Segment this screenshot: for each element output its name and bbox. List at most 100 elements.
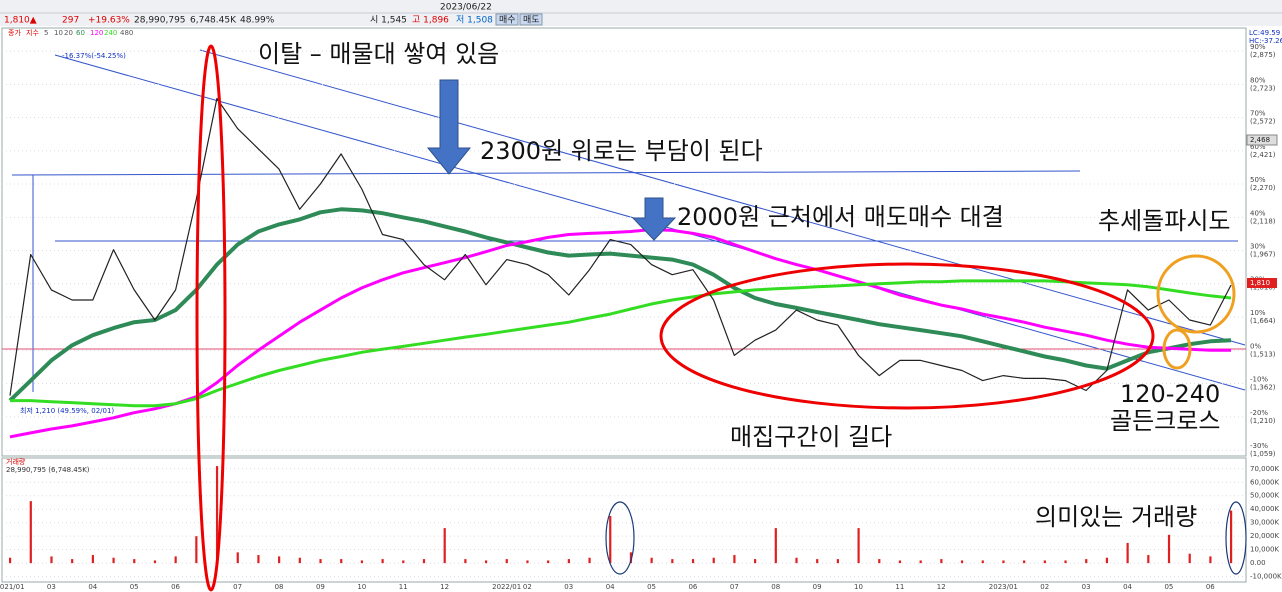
trend-note: -16.37%(-54.25%) — [62, 52, 126, 60]
volume-bar — [29, 501, 32, 564]
legend-entry: 120 — [90, 29, 103, 37]
annotation: 매집구간이 길다 — [730, 423, 892, 451]
buy-button[interactable] — [495, 13, 519, 26]
toolbar-price: 1,810▲ — [4, 16, 37, 26]
x-tick-label: 10 — [357, 583, 366, 591]
volume-bar — [816, 559, 819, 564]
volume-bar — [50, 556, 53, 564]
volume-bar — [650, 557, 653, 564]
y-tick-label: (1,210) — [1250, 417, 1276, 425]
x-tick-label: 04 — [606, 583, 615, 591]
highlight-ellipse — [659, 262, 1155, 410]
x-tick-label: 06 — [171, 583, 180, 591]
volume-bar — [236, 552, 239, 564]
x-tick-label: 10 — [854, 583, 863, 591]
legend-extra: 10 — [54, 29, 63, 37]
price-tag-label: 2,468 — [1250, 136, 1270, 144]
price-tag-label: 1,810 — [1250, 279, 1270, 287]
y2-tick-label: 70,000K — [1250, 465, 1279, 473]
x-tick-label: 09 — [813, 583, 822, 591]
down-arrow — [631, 197, 677, 241]
low-note: 최저 1,210 (49.59%, 02/01) — [20, 406, 114, 415]
highlight-ellipse — [195, 44, 227, 592]
down-arrow — [426, 79, 472, 175]
y-tick-percent: -10% — [1250, 375, 1268, 383]
volume-bar — [340, 559, 343, 564]
sell-label[interactable]: 매도 — [523, 15, 540, 26]
y2-tick-label: 40,000K — [1250, 505, 1279, 513]
highlight-circle — [605, 501, 635, 575]
volume-bar — [195, 536, 198, 564]
y-tick-percent: 70% — [1250, 110, 1266, 118]
sell-button[interactable] — [519, 13, 543, 26]
volume-bar — [754, 559, 757, 564]
x-tick-label: 02 — [523, 583, 532, 591]
volume-bar — [174, 556, 177, 564]
x-tick-label: 06 — [1206, 583, 1215, 591]
x-tick-label: 05 — [130, 583, 139, 591]
volume-bar — [940, 559, 943, 564]
volume-bar — [91, 555, 94, 564]
volume-bar — [319, 559, 322, 564]
volume-bar — [712, 557, 715, 564]
volume-bar — [133, 559, 136, 564]
volume-bar — [878, 559, 881, 564]
toolbar-low: 저 1,508 — [456, 15, 493, 26]
volume-bar — [795, 557, 798, 564]
volume-bar — [629, 552, 633, 564]
y2-tick-label: -10,000K — [1250, 573, 1282, 581]
buy-label[interactable]: 매수 — [499, 15, 516, 26]
toolbar-volume: 28,990,795 — [134, 16, 186, 26]
volume-bar — [9, 557, 12, 564]
volume-bar — [733, 555, 736, 564]
legend-extra: 480 — [120, 29, 133, 37]
toolbar-change: 297 — [62, 16, 79, 26]
toolbar-date[interactable]: 2023/06/22 — [440, 3, 492, 13]
annotation: 추세돌파시도 — [1098, 207, 1230, 235]
volume-bar — [1147, 555, 1150, 564]
x-tick-label: 06 — [688, 583, 697, 591]
legend-entry: 종가 — [8, 28, 21, 37]
y-tick-label: (1,513) — [1250, 350, 1276, 358]
volume-bar — [857, 528, 860, 564]
x-tick-label: 04 — [1123, 583, 1132, 591]
y-tick-label: (2,421) — [1250, 151, 1276, 159]
y-tick-label: (1,362) — [1250, 383, 1276, 391]
volume-bar — [774, 528, 777, 564]
volume-bar — [1105, 557, 1109, 564]
volume-bar — [1085, 559, 1088, 564]
annotation: 2000원 근처에서 매도매수 대결 — [677, 203, 1004, 231]
annotation: 2300원 위로는 부담이 된다 — [480, 137, 763, 165]
x-tick-label: 2023/01 — [989, 583, 1018, 591]
y2-tick-label: 30,000K — [1250, 519, 1279, 527]
legend-entry: 240 — [104, 29, 117, 37]
volume-bar — [1230, 510, 1233, 564]
y-tick-percent: 90% — [1250, 43, 1266, 51]
series-line — [10, 279, 1232, 408]
y-tick-percent: 10% — [1250, 309, 1266, 317]
series-line — [9, 228, 1231, 439]
y-tick-label: (1,967) — [1250, 251, 1276, 259]
y-tick-percent: 30% — [1250, 243, 1266, 251]
series-line — [9, 97, 1232, 396]
y-tick-percent: -30% — [1250, 442, 1268, 450]
y-tick-label: (1,664) — [1250, 317, 1276, 325]
y-tick-label: (2,875) — [1250, 51, 1276, 59]
volume-bar — [443, 528, 446, 564]
y2-tick-label: 50,000K — [1250, 492, 1279, 500]
volume-bar — [422, 559, 426, 564]
x-tick-label: 03 — [564, 583, 573, 591]
volume-bar — [609, 515, 612, 564]
volume-bar — [836, 559, 839, 564]
y-tick-label: (2,118) — [1250, 217, 1276, 225]
toolbar-ratio: 48.99% — [240, 16, 275, 26]
volume-bar — [112, 557, 115, 564]
annotation: 의미있는 거래량 — [1035, 503, 1197, 531]
volume-bar — [1064, 560, 1067, 564]
legend-entry: 거래량 — [6, 457, 26, 466]
highlight-circle — [1225, 501, 1247, 575]
volume-pane — [1, 457, 1247, 583]
x-tick-label: 03 — [1082, 583, 1091, 591]
volume-bar — [1209, 556, 1212, 564]
